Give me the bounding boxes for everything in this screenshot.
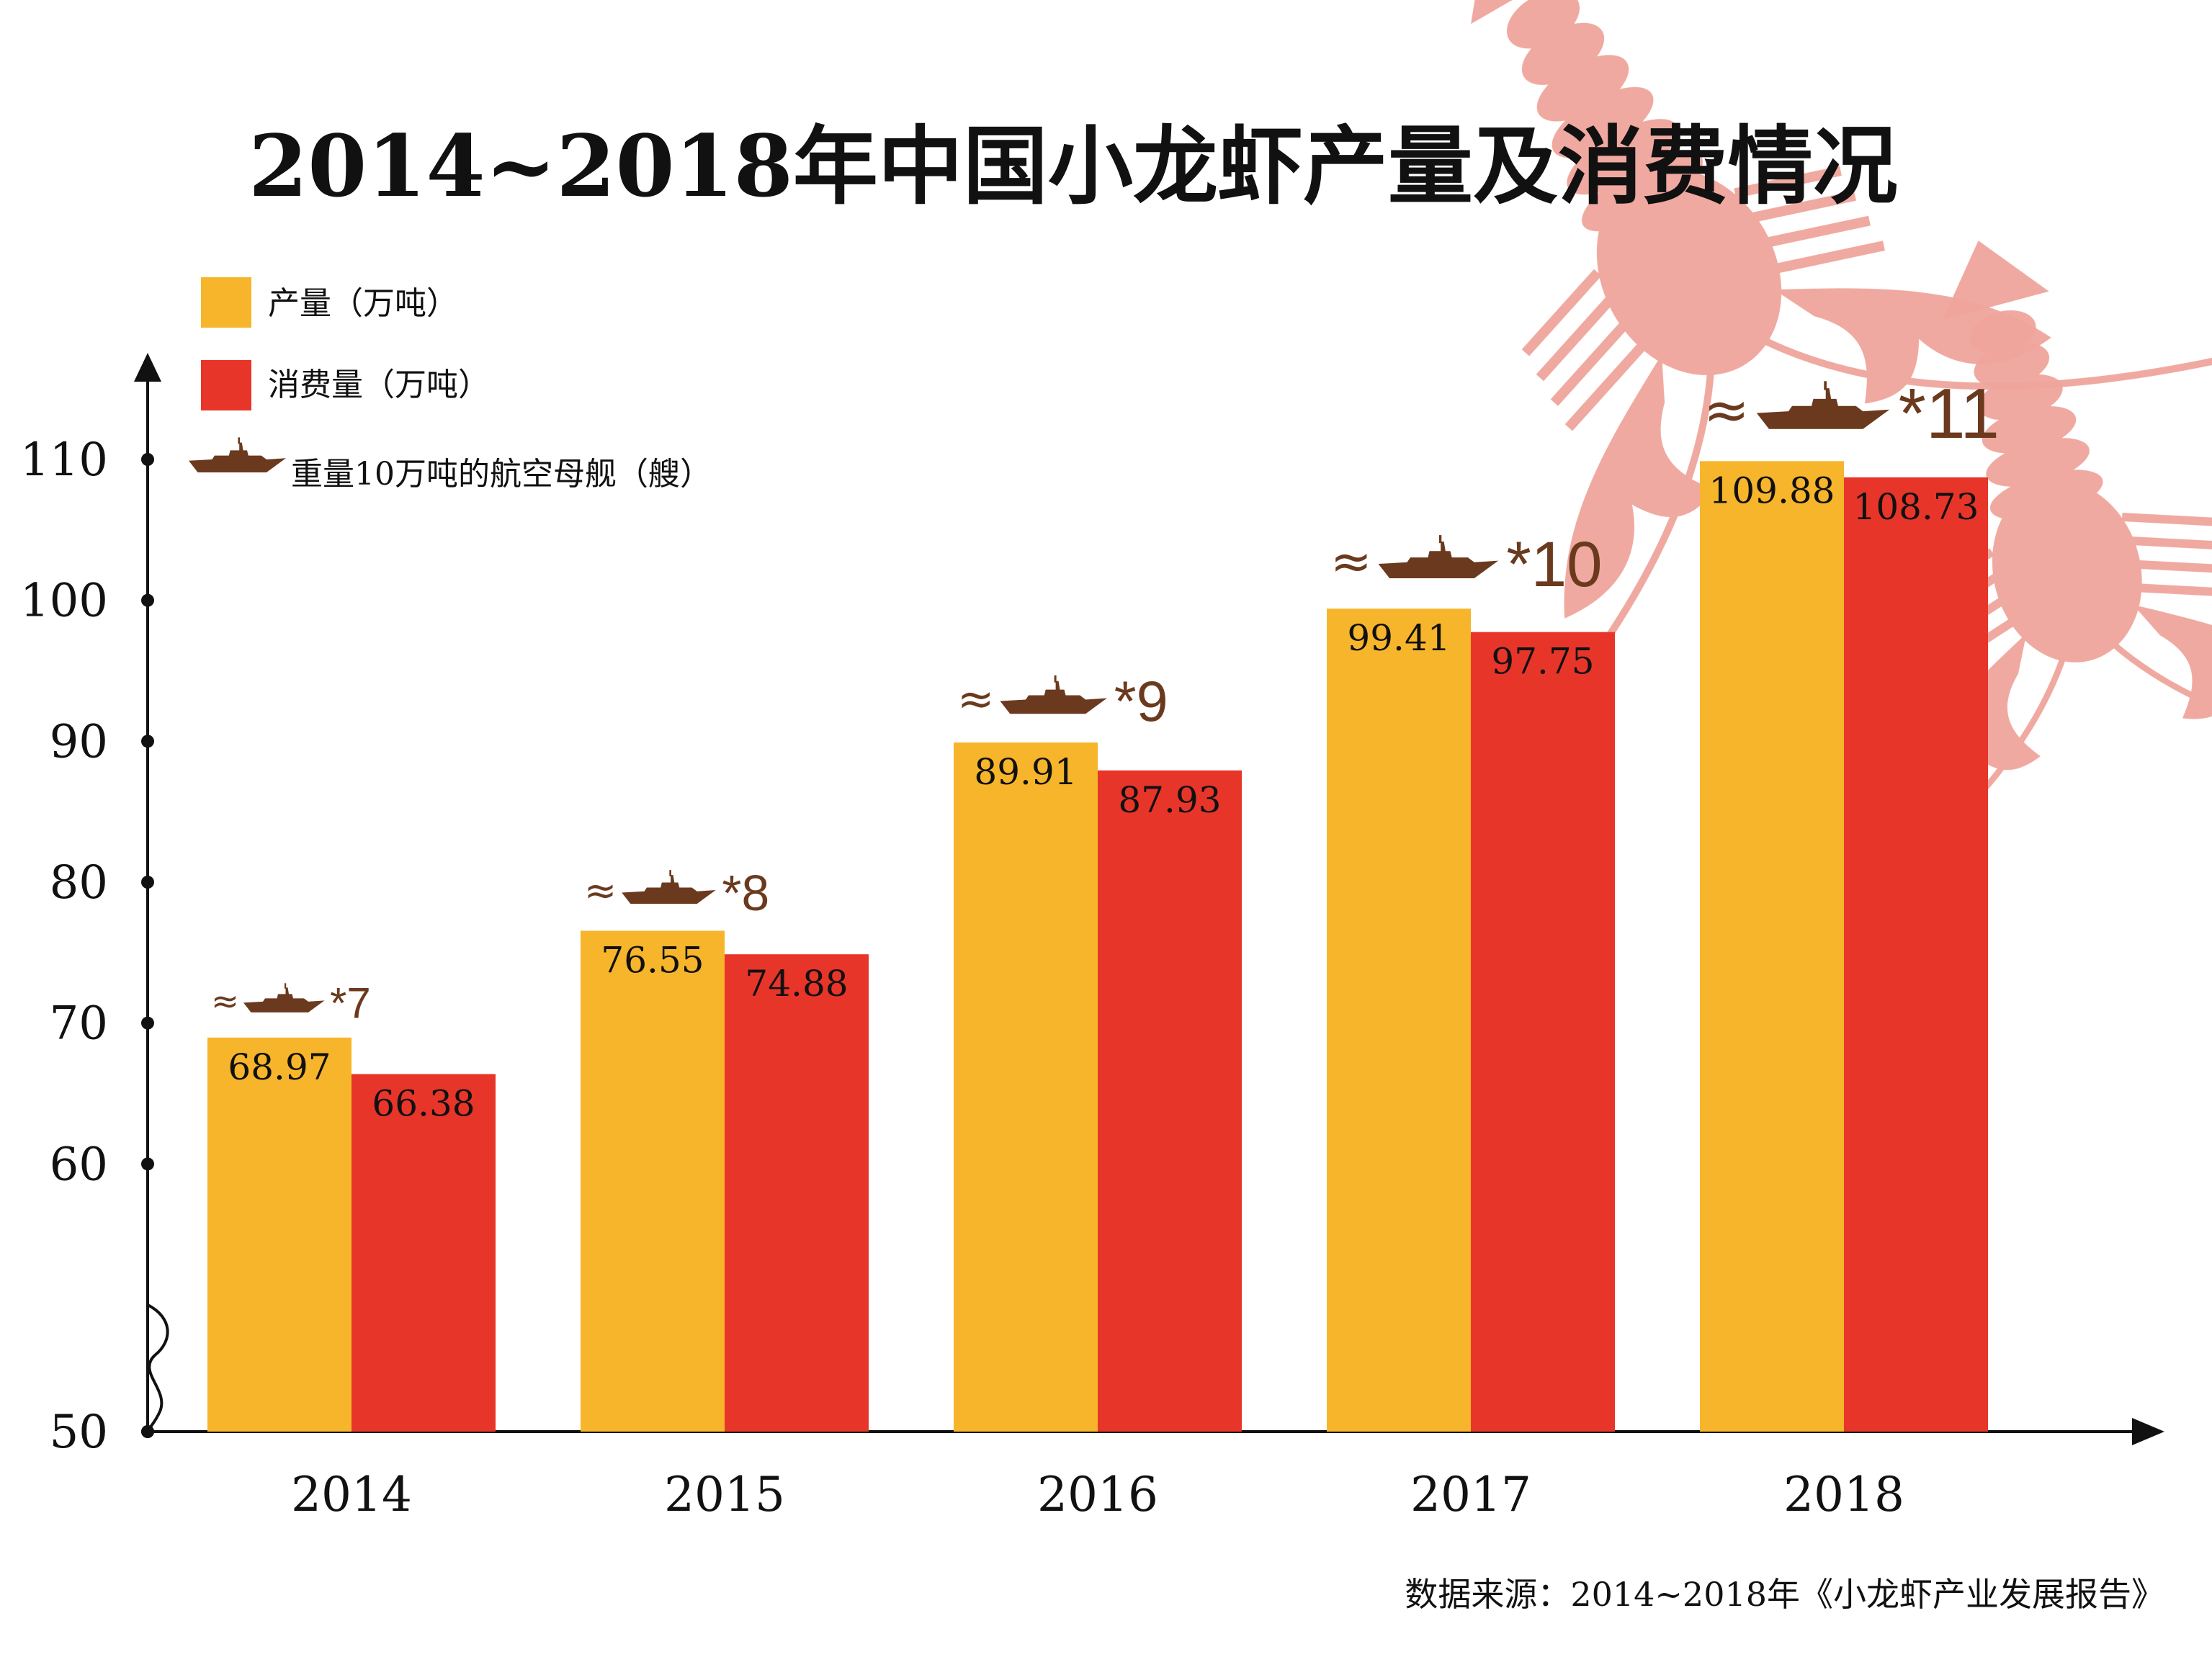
- x-tick-label: 2014: [291, 1467, 412, 1522]
- data-label: 89.91: [974, 751, 1077, 793]
- carrier-ship-icon: [1756, 381, 1890, 429]
- bar-production: [1700, 461, 1844, 1432]
- y-axis-arrow-icon: [134, 353, 161, 382]
- y-tick-label: 110: [20, 434, 108, 487]
- carrier-count: *10: [1506, 529, 1602, 600]
- y-tick-label: 90: [50, 715, 108, 768]
- y-ticks: 050 60 70 80 90 100 110: [20, 434, 154, 1459]
- approx-sign: ≈: [584, 868, 617, 913]
- data-label: 108.73: [1853, 486, 1979, 528]
- axis-break-icon: [146, 1303, 169, 1434]
- x-tick-label: 2016: [1037, 1467, 1158, 1522]
- bar-consumption: [351, 1074, 496, 1432]
- legend-swatch-consumption: [201, 360, 251, 410]
- chart-title: 2014~2018年中国小龙虾产量及消费情况: [248, 116, 1898, 216]
- carrier-annotations: ≈ *7 ≈ *8 ≈ *9 ≈ *10 ≈ *11: [211, 374, 2000, 1027]
- y-tick-dot: [141, 1016, 154, 1030]
- carrier-ship-icon: [243, 983, 325, 1012]
- y-tick-label: 50: [50, 1406, 108, 1459]
- bar-consumption: [725, 954, 869, 1432]
- source-note: 数据来源：2014~2018年《小龙虾产业发展报告》: [1405, 1575, 2164, 1614]
- data-label: 68.97: [228, 1046, 331, 1088]
- y-tick-label: 70: [50, 997, 108, 1051]
- legend: 产量（万吨） 消费量（万吨） 重量10万吨的航空母舰（艘）: [189, 277, 712, 493]
- data-label: 97.75: [1491, 641, 1594, 683]
- carrier-ship-icon: [1378, 535, 1499, 579]
- carrier-ship-icon: [189, 437, 286, 472]
- approx-sign: ≈: [1703, 378, 1750, 442]
- carrier-count: *7: [330, 979, 371, 1027]
- bar-consumption: [1844, 477, 1988, 1432]
- bar-consumption: [1471, 632, 1615, 1432]
- y-tick-dot: [141, 593, 154, 607]
- y-tick-dot: [141, 876, 154, 889]
- y-tick-dot: [141, 1157, 154, 1171]
- carrier-ship-icon: [622, 870, 716, 904]
- y-axis: [134, 353, 169, 1434]
- y-tick-dot: [141, 735, 154, 748]
- approx-sign: ≈: [211, 982, 239, 1020]
- legend-label-carrier: 重量10万吨的航空母舰（艘）: [291, 456, 712, 493]
- data-label: 74.88: [745, 963, 848, 1005]
- y-tick-dot: [141, 1425, 154, 1438]
- y-tick-label: 80: [50, 856, 108, 910]
- carrier-ship-icon: [1000, 675, 1107, 714]
- data-label: 109.88: [1709, 470, 1835, 511]
- x-tick-label: 2017: [1410, 1467, 1531, 1522]
- legend-label-consumption: 消费量（万吨）: [268, 367, 490, 403]
- y-tick-label: 100: [20, 575, 108, 628]
- bars: 68.97 66.38 76.55 74.88 89.91 87.93 99.41 97.75…: [207, 461, 1988, 1432]
- carrier-count: *11: [1899, 374, 2000, 453]
- legend-swatch-production: [201, 277, 251, 328]
- y-tick-label: 60: [50, 1138, 108, 1191]
- x-tick-labels: 2014 2015 2016 2017 2018: [291, 1467, 1904, 1522]
- carrier-count: *9: [1114, 669, 1168, 733]
- bar-production: [207, 1037, 351, 1432]
- y-tick-label: 0: [79, 1406, 108, 1459]
- carrier-ship-icon: [189, 437, 286, 472]
- data-label: 66.38: [372, 1082, 475, 1124]
- crayfish-shape: [1433, 0, 2212, 845]
- bar-production: [581, 930, 725, 1432]
- x-tick-label: 2015: [664, 1467, 785, 1522]
- bar-production: [954, 742, 1098, 1432]
- approx-sign: ≈: [957, 673, 994, 724]
- bar-consumption: [1098, 770, 1242, 1432]
- approx-sign: ≈: [1330, 533, 1372, 590]
- x-axis-arrow-icon: [2132, 1418, 2164, 1445]
- data-label: 76.55: [601, 940, 704, 982]
- carrier-count: *8: [722, 865, 769, 921]
- x-tick-label: 2018: [1783, 1467, 1904, 1522]
- y-tick-dot: [141, 453, 154, 466]
- data-label: 99.41: [1347, 617, 1450, 659]
- data-label: 87.93: [1118, 779, 1221, 821]
- bar-production: [1327, 609, 1471, 1432]
- legend-label-production: 产量（万吨）: [268, 285, 458, 322]
